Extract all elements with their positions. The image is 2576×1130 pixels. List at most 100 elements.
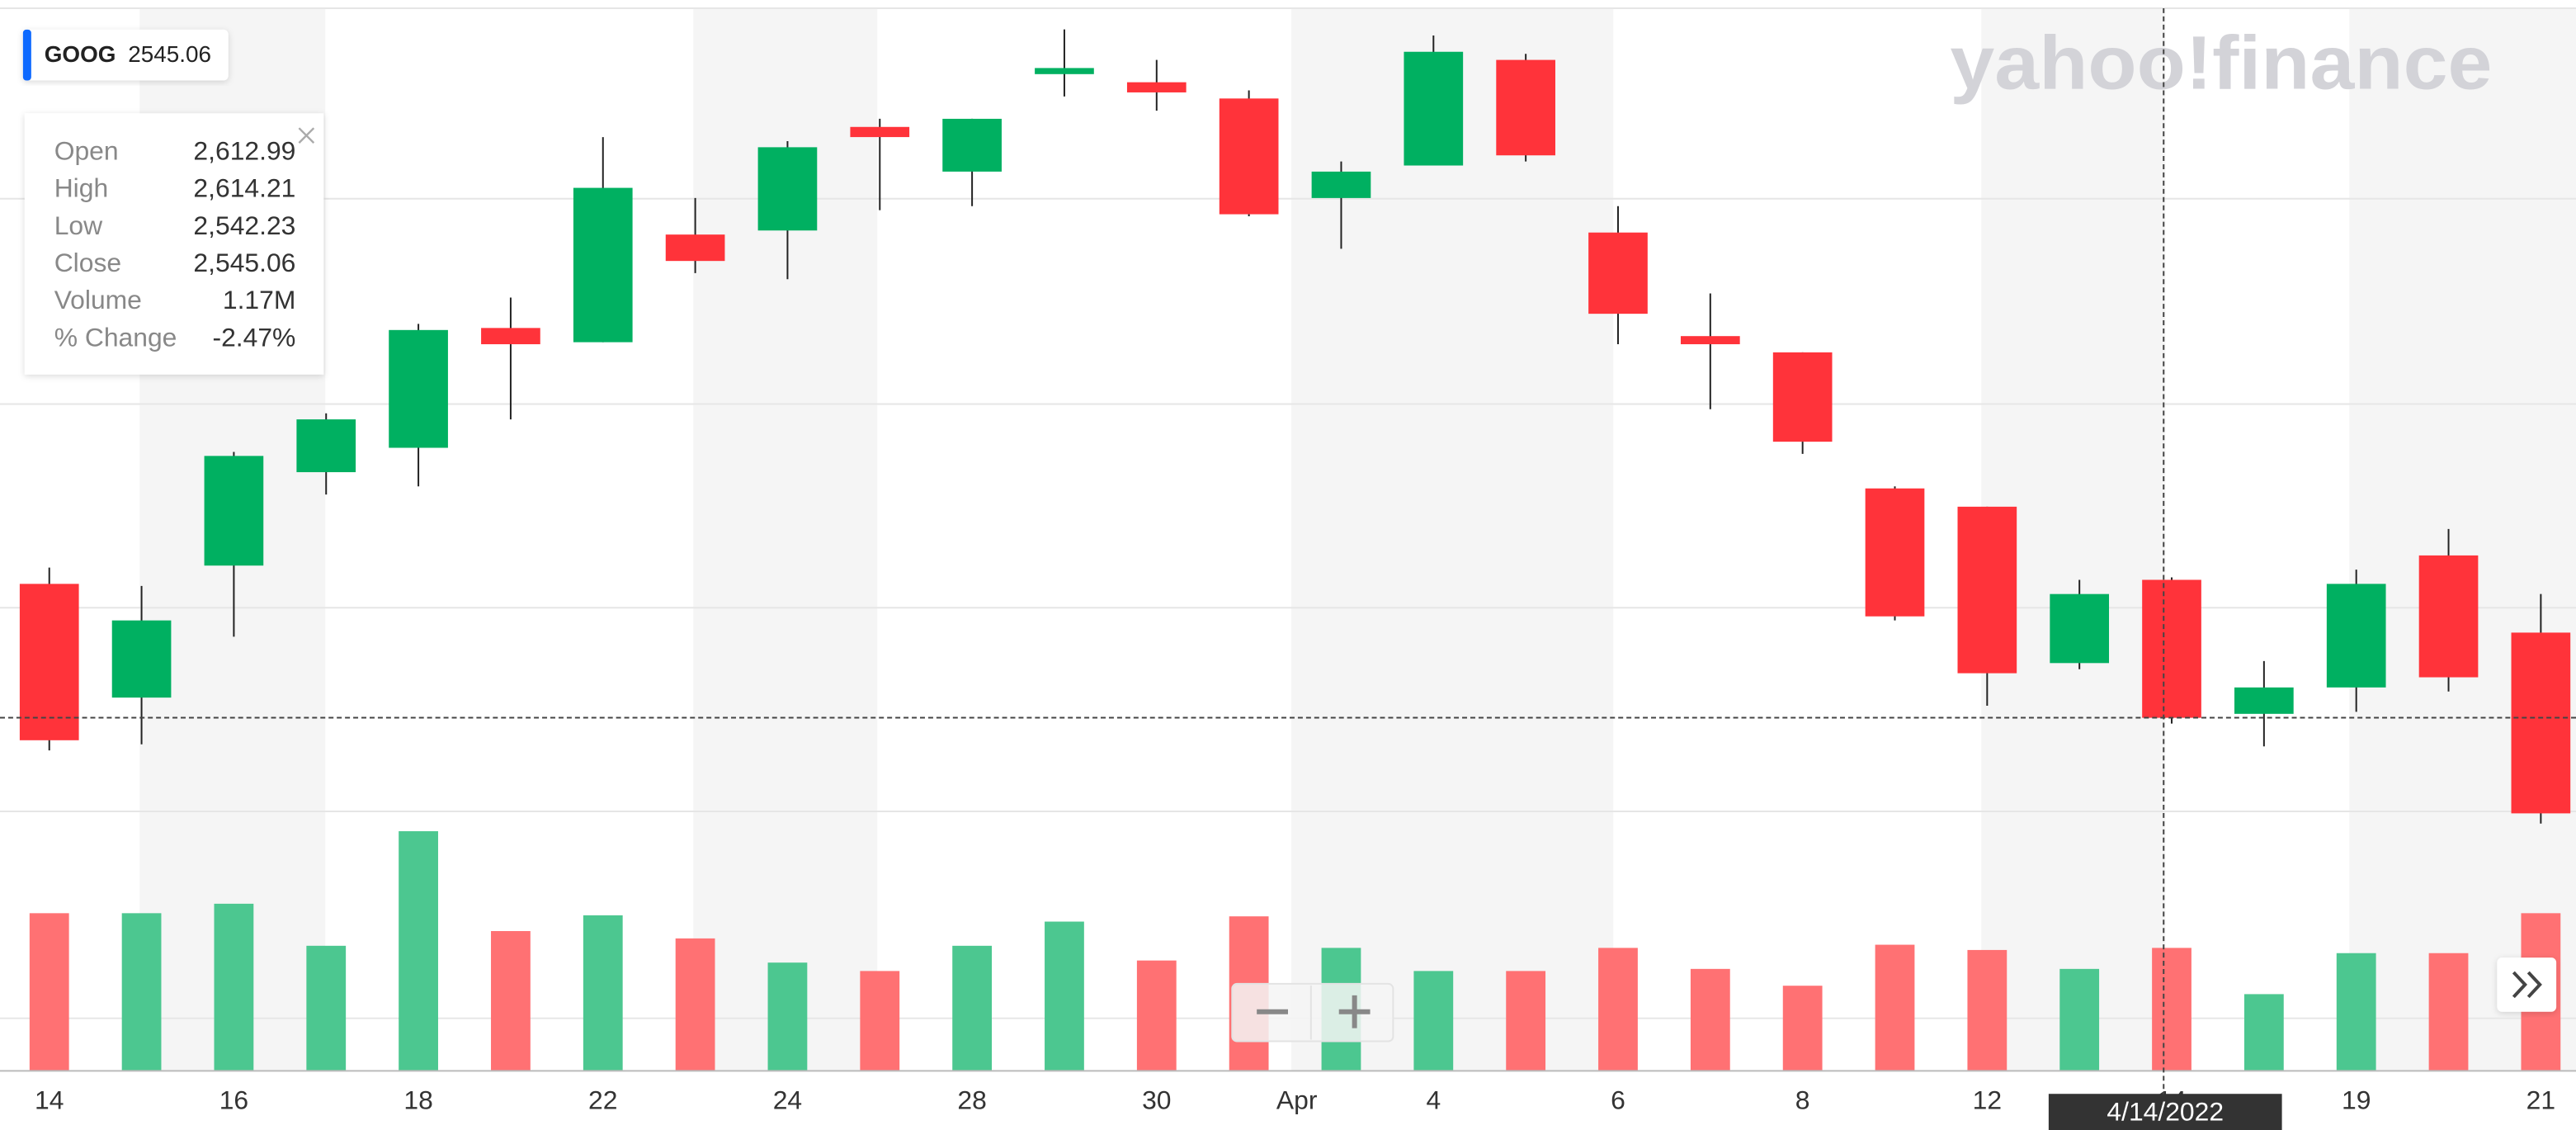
x-tick-label: 8 xyxy=(1795,1085,1810,1115)
candle-body xyxy=(204,456,264,566)
volume-bar xyxy=(2336,953,2376,1071)
volume-bar xyxy=(121,913,162,1071)
tooltip-label: % Change xyxy=(54,322,177,352)
grid xyxy=(0,7,2576,1019)
x-tick-label: 21 xyxy=(2526,1085,2555,1115)
x-tick-label: 28 xyxy=(957,1085,986,1115)
candle-body xyxy=(2418,555,2479,678)
candle-body xyxy=(2326,584,2386,688)
tooltip-label: Close xyxy=(54,248,121,277)
tooltip-value: 2,542.23 xyxy=(193,210,295,240)
tag-accent xyxy=(22,29,31,81)
candle-body xyxy=(1865,488,1925,617)
volume-bar xyxy=(1967,949,2007,1071)
volume-bar xyxy=(1598,948,1638,1071)
volume-bar xyxy=(2059,968,2100,1071)
candle-body xyxy=(942,118,1002,172)
symbol-tag[interactable] xyxy=(22,29,229,81)
tooltip-value: -2.47% xyxy=(213,322,296,352)
x-tick-label: 24 xyxy=(773,1085,802,1115)
candle-body xyxy=(1957,506,2017,674)
volume-bar xyxy=(1782,986,1823,1071)
background-bands xyxy=(139,7,2576,1071)
tooltip xyxy=(24,113,324,375)
candle-body xyxy=(1126,82,1187,92)
candle-body xyxy=(2050,593,2110,664)
volume-bar xyxy=(1690,968,1730,1071)
candle-body xyxy=(1772,352,1833,442)
x-tick-label: 12 xyxy=(1973,1085,2002,1115)
candle-body xyxy=(2234,687,2294,714)
volume-bar xyxy=(2243,994,2284,1071)
candle-body xyxy=(1680,336,1740,345)
tooltip-value: 2,612.99 xyxy=(193,135,295,165)
candle-body xyxy=(1311,171,1371,198)
volume-bar xyxy=(2428,953,2469,1071)
tooltip-value: 2,614.21 xyxy=(193,173,295,203)
x-tick-label: 6 xyxy=(1611,1085,1625,1115)
volume-bar xyxy=(767,962,808,1071)
band xyxy=(1290,7,1614,1071)
volume-bar xyxy=(2152,948,2191,1071)
volume-bar xyxy=(1045,921,1084,1071)
candle-body xyxy=(1219,98,1279,215)
crosshair-date-box xyxy=(2048,1094,2282,1130)
volume-bar xyxy=(399,831,438,1071)
x-labels: 14161822242830Apr46812141921 xyxy=(35,1085,2555,1115)
close-icon[interactable] xyxy=(298,127,315,144)
tooltip-label: Volume xyxy=(54,285,142,314)
x-tick-label: 18 xyxy=(403,1085,432,1115)
candle-body xyxy=(1404,51,1464,166)
volume-bar xyxy=(1136,960,1177,1071)
x-tick-label: 14 xyxy=(35,1085,64,1115)
tag-box[interactable] xyxy=(22,29,229,81)
candle-body xyxy=(481,328,540,345)
logo: yahoo!finance xyxy=(1950,21,2492,106)
tooltip-value: 2,545.06 xyxy=(193,248,295,277)
volume-bar xyxy=(860,971,900,1071)
x-tick-label: 30 xyxy=(1142,1085,1171,1115)
x-tick-label: 19 xyxy=(2342,1085,2371,1115)
volume-bar xyxy=(583,915,623,1071)
volume-bar xyxy=(491,930,531,1071)
volume-bar xyxy=(675,938,715,1071)
tooltip-value: 1.17M xyxy=(223,285,295,314)
x-tick-label: 16 xyxy=(219,1085,248,1115)
volume-bar xyxy=(306,945,347,1071)
candle-body xyxy=(111,620,172,698)
volume-bar xyxy=(214,903,254,1071)
candle-body xyxy=(1588,232,1648,314)
tooltip-label: Open xyxy=(54,135,119,165)
candle-body xyxy=(2142,579,2201,718)
candle-body xyxy=(1035,68,1094,74)
crosshair-date: 4/14/2022 xyxy=(2107,1097,2224,1127)
tooltip-close[interactable] xyxy=(298,127,315,144)
scroll-icon xyxy=(2512,971,2528,999)
candle-body xyxy=(850,126,910,138)
x-tick-label: 22 xyxy=(588,1085,617,1115)
candle-body xyxy=(19,584,79,740)
x-tick-label: 4 xyxy=(1426,1085,1441,1115)
x-tick-label: Apr xyxy=(1276,1085,1318,1115)
candle-body xyxy=(389,329,448,448)
symbol: GOOG xyxy=(45,41,116,67)
scroll-icon xyxy=(2526,971,2542,999)
tooltip-rows: Open 2,612.99 High 2,614.21 Low 2,542.23 Close… xyxy=(54,135,296,352)
candle-body xyxy=(665,234,725,262)
price: 2545.06 xyxy=(128,41,211,67)
zoom-controls[interactable] xyxy=(1231,982,1394,1043)
scroll-right[interactable] xyxy=(2497,957,2557,1012)
candle-body xyxy=(573,187,633,343)
candle-body xyxy=(296,419,356,473)
band xyxy=(2349,7,2576,1071)
candle-body xyxy=(1496,59,1555,156)
volume-bar xyxy=(1506,971,1546,1071)
volume-bar xyxy=(952,945,993,1071)
candle-body xyxy=(2511,632,2571,814)
candle-body xyxy=(757,147,818,231)
marks xyxy=(19,29,2571,1071)
volume-bar xyxy=(1875,944,1915,1071)
tooltip-label: High xyxy=(54,173,108,203)
